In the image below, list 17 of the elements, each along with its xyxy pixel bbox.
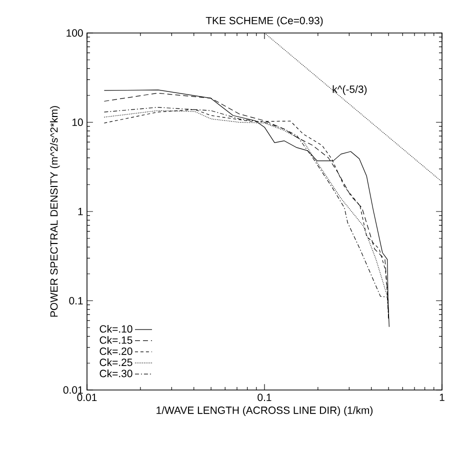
legend-label: Ck=.25: [100, 358, 132, 366]
x-tick-label: 0.1: [258, 394, 272, 402]
y-tick-label: 100: [66, 29, 83, 37]
y-tick-label: 10: [72, 118, 83, 126]
y-tick-label: 0.01: [63, 386, 83, 394]
x-tick-label: 1: [440, 394, 444, 401]
legend-label: Ck=.20: [100, 347, 132, 355]
chart-title: TKE SCHEME (Ce=0.93): [206, 16, 323, 26]
legend-label: Ck=.10: [100, 324, 132, 333]
y-tick-label: 0.1: [69, 297, 83, 304]
annotation: k^(-5/3): [332, 85, 367, 95]
legend-label: Ck=.15: [100, 336, 132, 344]
y-axis-title: POWER SPECTRAL DENSITY (m^2/s^2*km): [50, 106, 60, 317]
x-tick-label: 0.01: [77, 394, 97, 402]
y-tick-label: 1: [78, 208, 83, 216]
x-axis-title: 1/WAVE LENGTH (ACROSS LINE DIR) (1/km): [156, 406, 373, 416]
legend-label: Ck=.30: [100, 370, 132, 378]
